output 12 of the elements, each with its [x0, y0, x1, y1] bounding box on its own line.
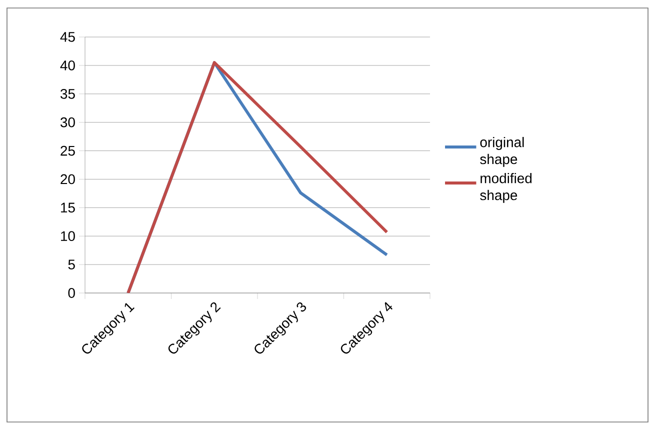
y-tick-label: 45 — [60, 32, 75, 42]
y-tick-label: 35 — [60, 88, 75, 99]
y-tick-label: 30 — [60, 117, 75, 128]
legend-label: modified shape — [480, 172, 532, 203]
y-tick-label: 25 — [60, 146, 75, 156]
y-tick-label: 5 — [68, 260, 75, 270]
y-tick-label: 10 — [61, 231, 75, 242]
y-tick-label: 40 — [60, 60, 75, 70]
line-series — [126, 61, 388, 293]
y-tick-label: 0 — [68, 288, 75, 298]
y-tick-label: 20 — [60, 174, 75, 184]
y-tick-label: 15 — [61, 202, 75, 213]
